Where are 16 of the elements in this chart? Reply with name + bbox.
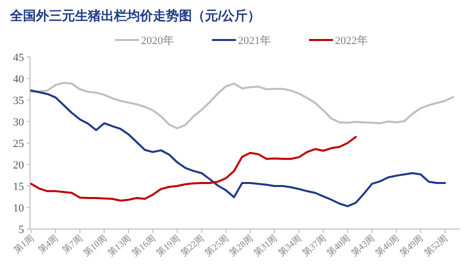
legend-label: 2021年 [238, 35, 271, 47]
y-tick-label: 40 [13, 74, 24, 86]
legend-label: 2022年 [335, 35, 368, 47]
chart-title: 全国外三元生猪出栏均价走势图（元/公斤） [9, 8, 261, 23]
x-tick-label: 第4周 [36, 232, 60, 255]
y-tick-label: 20 [13, 160, 24, 172]
line-series [30, 136, 357, 202]
y-tick-label: 45 [13, 52, 24, 64]
y-tick-label: 15 [13, 181, 24, 193]
legend-label: 2020年 [141, 35, 174, 47]
y-tick-label: 10 [13, 202, 24, 214]
y-tick-label: 35 [13, 95, 24, 107]
x-tick-label: 第52周 [422, 232, 450, 258]
line-series [30, 90, 446, 208]
y-tick-label: 30 [13, 116, 24, 128]
y-tick-label: 25 [13, 138, 24, 150]
